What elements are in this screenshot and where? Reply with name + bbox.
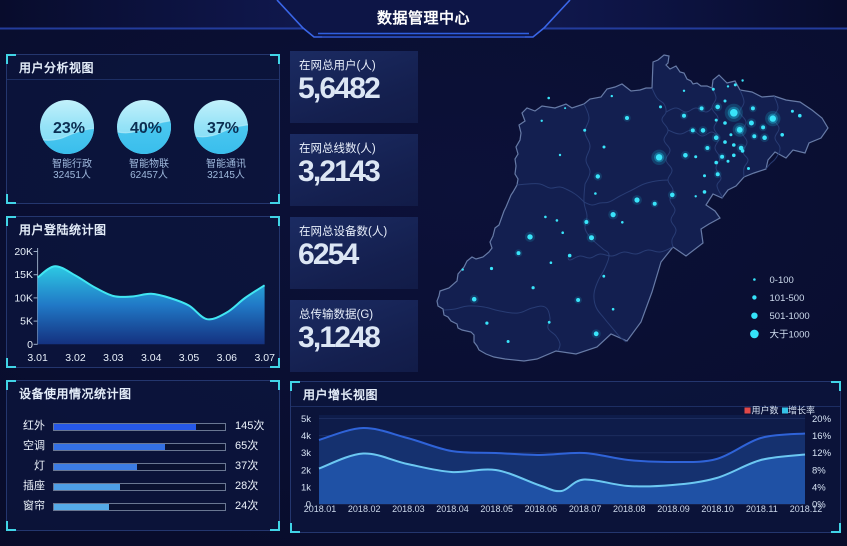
svg-text:10K: 10K (14, 292, 33, 304)
svg-text:2018.03: 2018.03 (392, 504, 425, 514)
svg-text:5k: 5k (301, 414, 311, 425)
svg-text:5K: 5K (20, 316, 33, 328)
svg-text:3.02: 3.02 (65, 352, 86, 364)
svg-text:16%: 16% (812, 431, 832, 442)
svg-text:3.05: 3.05 (179, 352, 200, 364)
svg-text:2018.01: 2018.01 (304, 504, 337, 514)
svg-text:3.03: 3.03 (103, 352, 124, 364)
svg-text:501-1000: 501-1000 (770, 311, 810, 322)
svg-text:12%: 12% (812, 448, 832, 459)
svg-text:2018.09: 2018.09 (657, 504, 690, 514)
svg-text:2018.06: 2018.06 (525, 504, 558, 514)
svg-text:0-100: 0-100 (770, 275, 794, 286)
svg-text:0%: 0% (812, 500, 826, 511)
svg-text:15K: 15K (14, 269, 33, 281)
svg-text:大于1000: 大于1000 (770, 328, 810, 340)
svg-text:2k: 2k (301, 465, 311, 476)
svg-text:101-500: 101-500 (770, 293, 805, 304)
svg-text:增长率: 增长率 (788, 405, 815, 416)
svg-text:40%: 40% (130, 120, 162, 137)
svg-text:3.06: 3.06 (217, 352, 238, 364)
svg-text:0: 0 (306, 500, 311, 511)
svg-text:2018.12: 2018.12 (790, 504, 823, 514)
svg-text:37%: 37% (207, 120, 239, 137)
svg-text:20%: 20% (812, 414, 832, 425)
svg-text:3.07: 3.07 (254, 352, 275, 364)
svg-text:2018.02: 2018.02 (348, 504, 381, 514)
svg-text:1k: 1k (301, 482, 311, 493)
svg-text:3.01: 3.01 (27, 352, 48, 364)
svg-text:2018.07: 2018.07 (569, 504, 602, 514)
svg-text:3k: 3k (301, 448, 311, 459)
svg-text:23%: 23% (53, 120, 85, 137)
svg-text:用户数: 用户数 (752, 405, 779, 416)
svg-text:0: 0 (27, 339, 33, 351)
svg-text:2018.04: 2018.04 (436, 504, 469, 514)
svg-text:2018.08: 2018.08 (613, 504, 646, 514)
svg-text:4k: 4k (301, 431, 311, 442)
svg-text:2018.10: 2018.10 (701, 504, 734, 514)
svg-text:3.04: 3.04 (141, 352, 162, 364)
svg-text:8%: 8% (812, 465, 826, 476)
svg-text:4%: 4% (812, 482, 826, 493)
svg-text:2018.11: 2018.11 (746, 504, 778, 514)
svg-text:20K: 20K (14, 246, 33, 258)
svg-text:2018.05: 2018.05 (480, 504, 513, 514)
